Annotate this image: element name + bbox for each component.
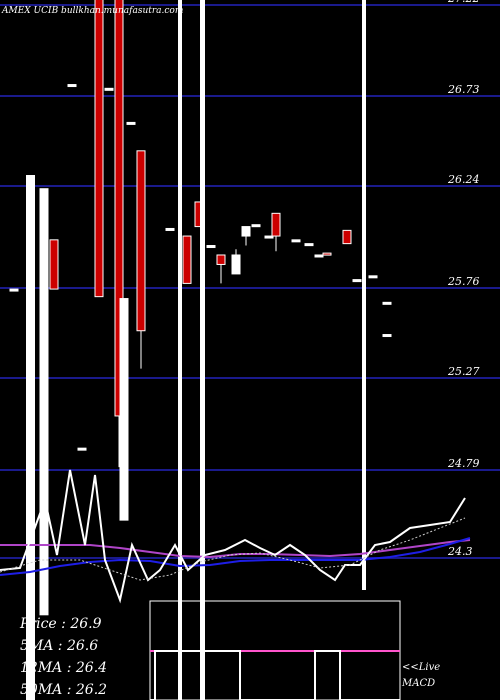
bearish-candle bbox=[322, 252, 332, 256]
bullish-candle bbox=[126, 121, 136, 125]
moving-averages bbox=[0, 537, 471, 576]
price-tick-label: 25.27 bbox=[447, 365, 480, 378]
bearish-candle bbox=[271, 212, 281, 237]
bullish-candle bbox=[382, 301, 392, 305]
ma50-readout: 50MA : 26.2 bbox=[20, 682, 107, 698]
ma-blue-line bbox=[0, 537, 471, 576]
bullish-candle bbox=[67, 84, 77, 88]
bullish-candle bbox=[165, 227, 175, 231]
price-tick-label: 26.73 bbox=[447, 83, 480, 96]
bearish-candle bbox=[136, 150, 146, 332]
bullish-candle bbox=[291, 239, 301, 243]
price-tick-label: 24.79 bbox=[447, 457, 480, 470]
bearish-candle bbox=[342, 229, 352, 245]
bullish-candle bbox=[206, 245, 216, 249]
macd-signal-line bbox=[0, 517, 466, 581]
source-label: AMEX UCIB bullkhan.munafasutra.com bbox=[1, 6, 183, 16]
spike-bars bbox=[26, 0, 366, 700]
bullish-candle bbox=[241, 226, 251, 237]
live-label: <<Live bbox=[402, 662, 440, 673]
bullish-candle bbox=[9, 288, 19, 292]
bullish-candle bbox=[39, 188, 49, 616]
bullish-candle bbox=[264, 235, 274, 239]
spike-bar bbox=[362, 0, 366, 590]
candles bbox=[9, 0, 392, 616]
spike-bar bbox=[178, 0, 182, 700]
price-gridlines bbox=[0, 4, 500, 559]
ma12-readout: 12MA : 26.4 bbox=[20, 660, 107, 676]
macd-square-wave bbox=[150, 650, 400, 700]
price-tick-label: 25.76 bbox=[447, 275, 480, 288]
bearish-candle bbox=[94, 0, 104, 298]
macd-zigzag-line bbox=[0, 469, 466, 604]
price-readout: Price : 26.9 bbox=[19, 616, 102, 632]
bullish-candle bbox=[382, 334, 392, 338]
bullish-candle bbox=[251, 224, 261, 228]
price-tick-labels: 27.22 26.73 26.24 25.76 25.27 24.79 24.3 bbox=[447, 0, 480, 558]
spike-bar bbox=[200, 0, 205, 700]
bearish-candle bbox=[182, 235, 192, 284]
bullish-candle bbox=[119, 298, 129, 521]
bullish-candle bbox=[77, 447, 87, 451]
bullish-candle bbox=[368, 275, 378, 279]
bullish-candle bbox=[104, 87, 114, 91]
bearish-candle bbox=[49, 239, 59, 290]
bullish-candle bbox=[304, 243, 314, 247]
price-tick-label: 26.24 bbox=[447, 173, 480, 186]
bullish-candle bbox=[314, 254, 324, 258]
bearish-candle bbox=[114, 0, 124, 417]
ma5-readout: 5MA : 26.6 bbox=[20, 638, 98, 654]
spike-bar bbox=[26, 175, 35, 700]
bullish-candle bbox=[352, 279, 362, 283]
bullish-candle bbox=[231, 254, 241, 275]
macd-label: MACD bbox=[401, 678, 435, 689]
bearish-candle bbox=[216, 254, 226, 265]
price-tick-label: 24.3 bbox=[447, 545, 473, 558]
price-tick-label: 27.22 bbox=[447, 0, 480, 5]
